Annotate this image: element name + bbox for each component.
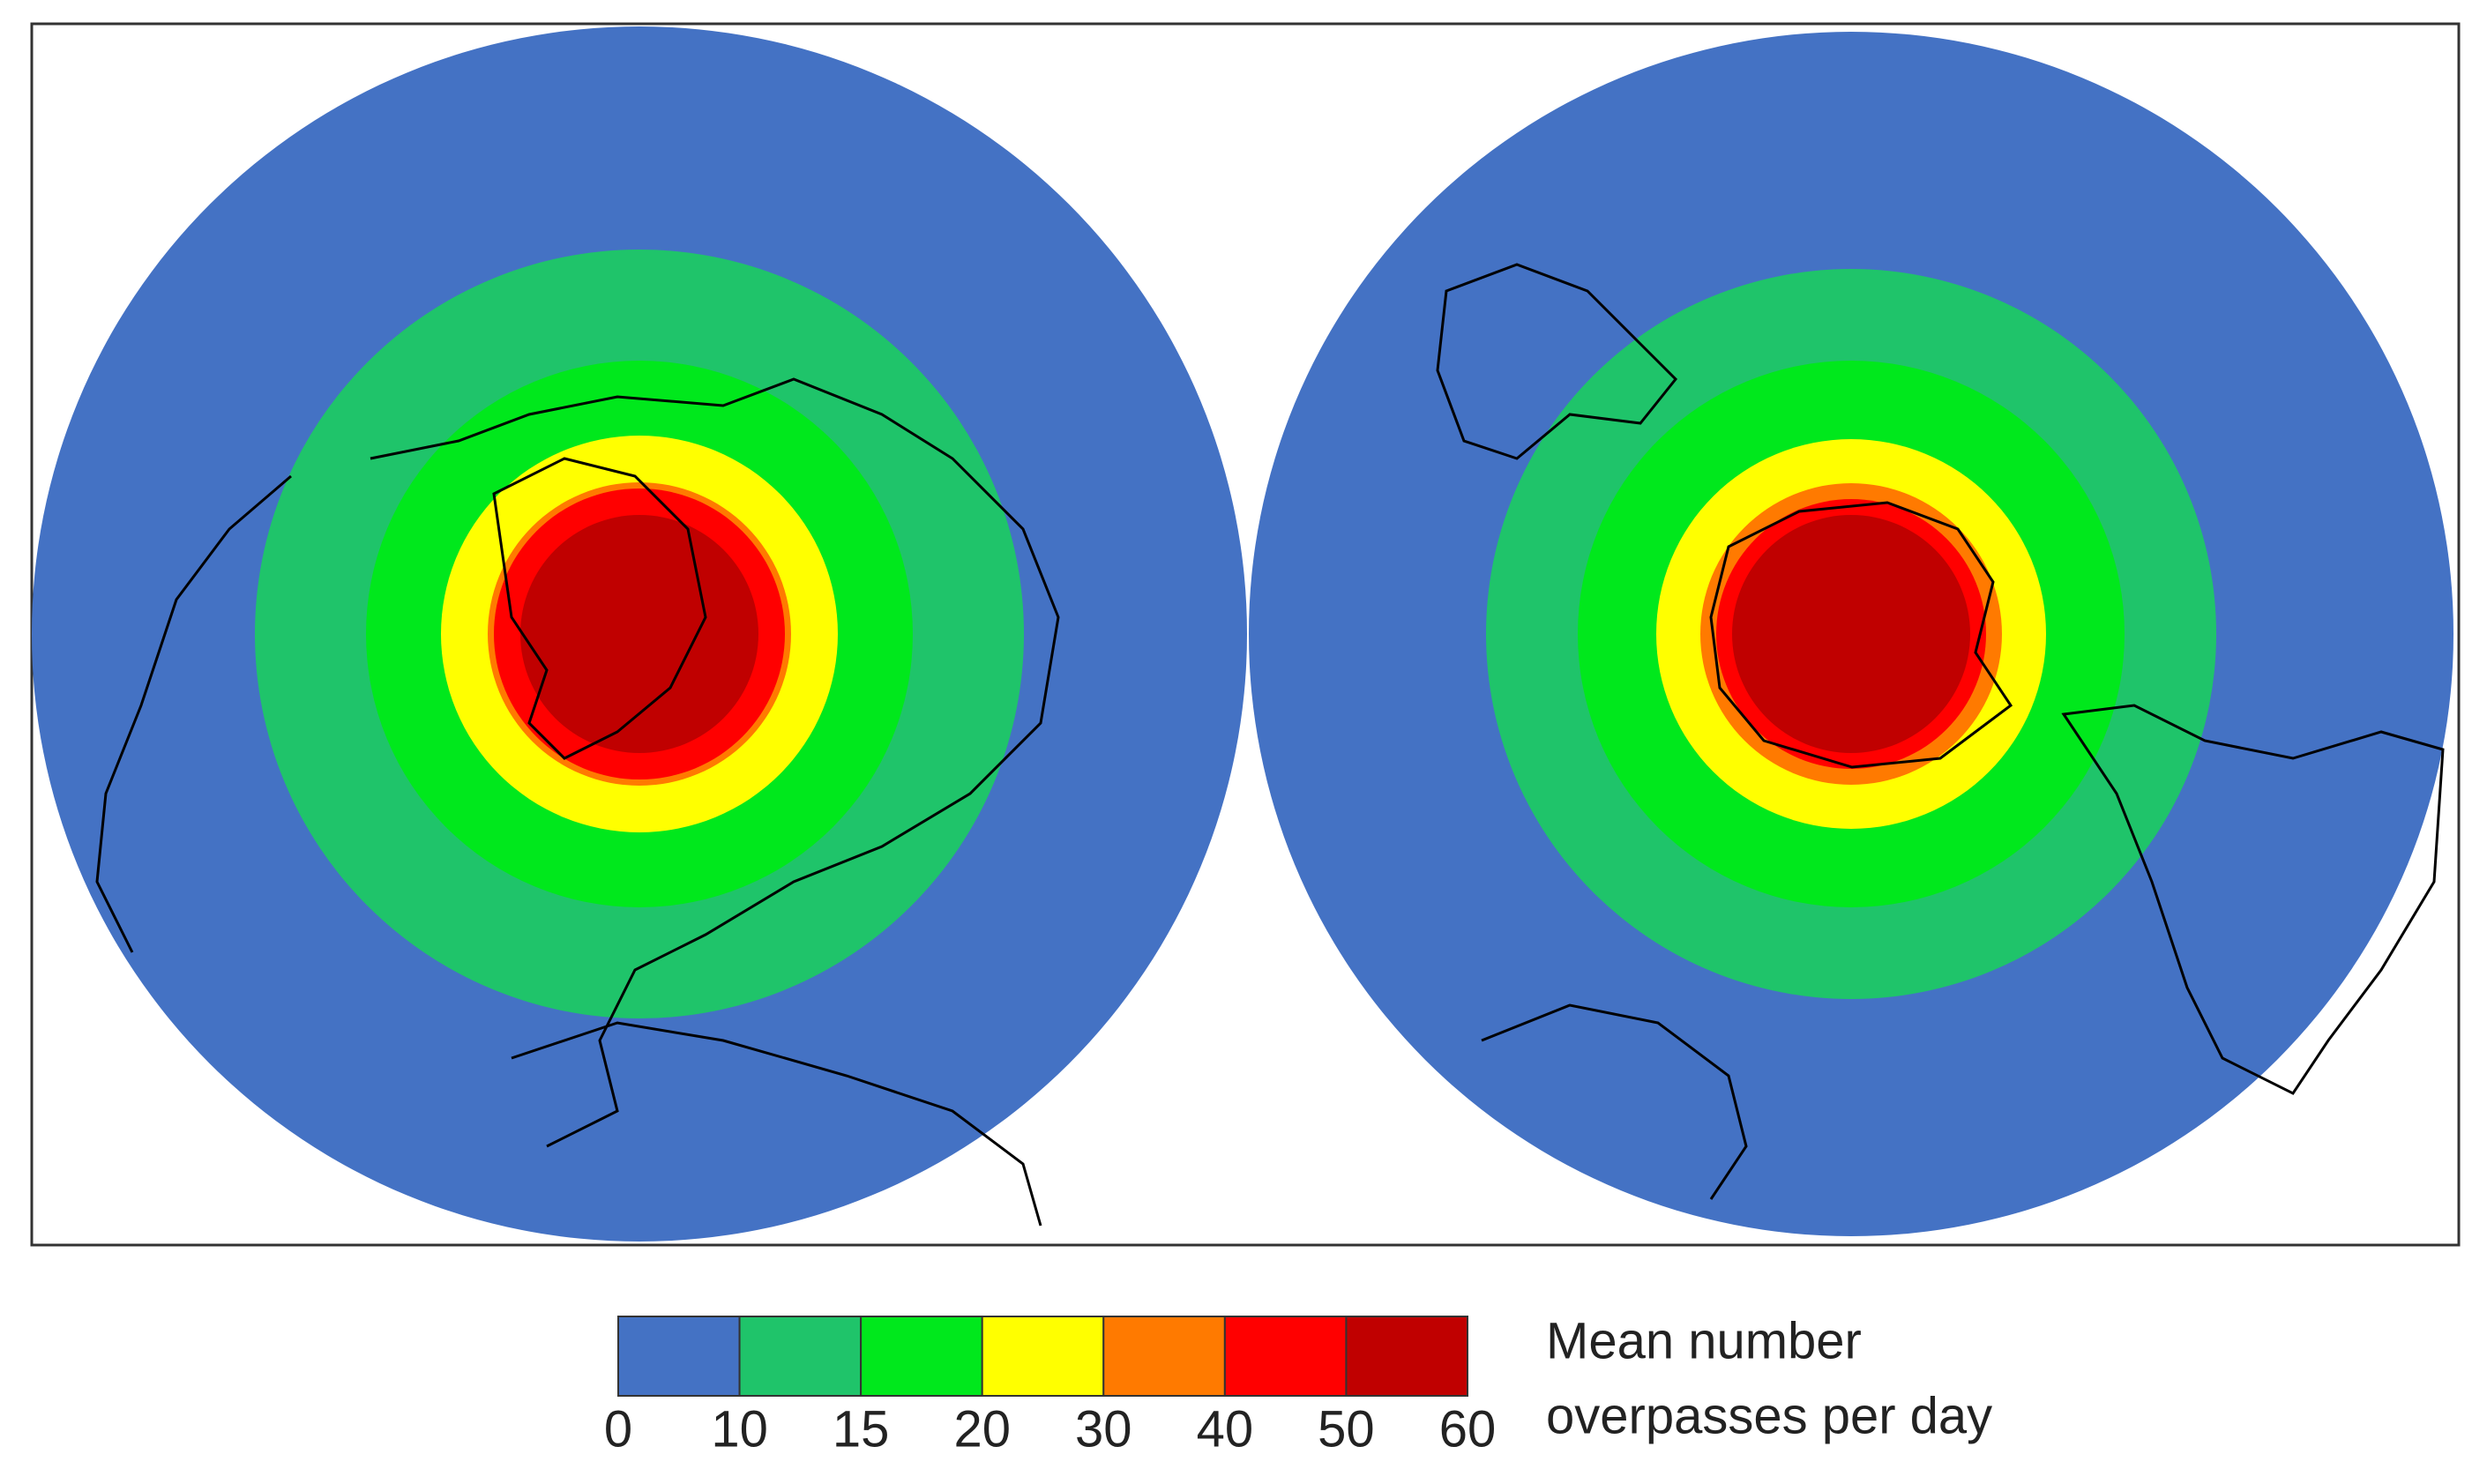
africa-south-outline [1481,1003,1748,1200]
overpass-zone [1732,515,1970,753]
maps [32,26,2453,1242]
legend-tick-label: 50 [1318,1400,1375,1458]
legend-title: Mean number [1546,1312,1862,1369]
legend-tick-label: 20 [953,1400,1011,1458]
legend-tick-label: 40 [1197,1400,1254,1458]
greenland-outline [492,457,707,760]
australia-outline [1436,263,1678,460]
legend-title: overpasses per day [1546,1387,1992,1444]
legend-swatch [981,1316,1105,1397]
legend-swatch [860,1316,983,1397]
legend-tick-label: 15 [833,1400,890,1458]
legend-tick-label: 0 [604,1400,632,1458]
legend-swatch [738,1316,863,1397]
america-outline [95,474,292,953]
antarctica-outline [1709,501,2013,769]
legend-swatch [1345,1316,1469,1397]
coastlines [95,263,2445,1227]
legend-swatch [1223,1316,1348,1397]
legend: Mean number overpasses per day 0 10 15 20 30… [604,1312,1992,1458]
eurasia-outline [370,377,1060,1148]
legend-swatch [617,1316,741,1397]
legend-tick-label: 30 [1075,1400,1132,1458]
legend-swatch [1102,1316,1226,1397]
overpass-zone [520,515,758,753]
legend-tick-label: 60 [1439,1400,1497,1458]
africa-outline [511,1021,1042,1227]
legend-tick-label: 10 [711,1400,768,1458]
south-america-outline [2061,704,2445,1095]
